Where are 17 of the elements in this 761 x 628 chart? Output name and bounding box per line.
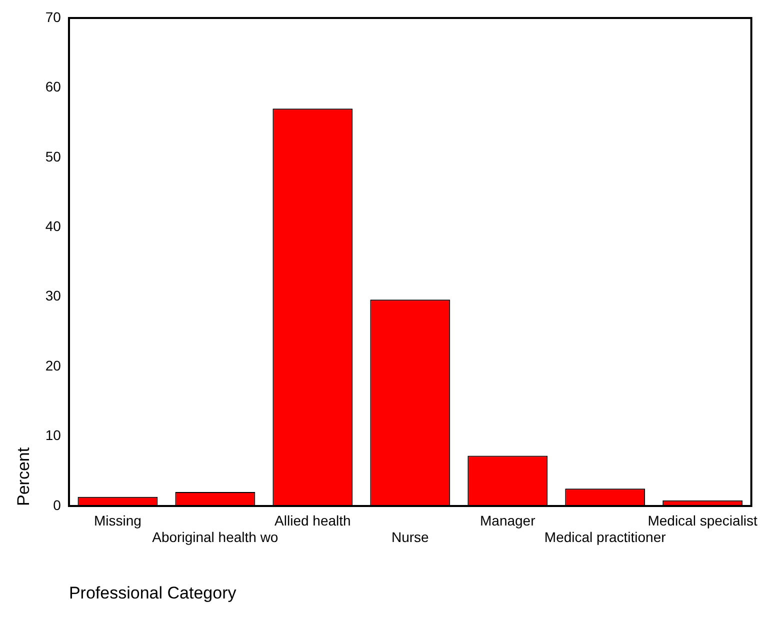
x-tick-label: Nurse — [391, 529, 430, 546]
x-tick-label: Aboriginal health wo — [152, 529, 278, 546]
y-tick-label: 0 — [53, 496, 62, 513]
x-tick-label: Medical specialist — [648, 512, 758, 528]
y-tick-label: 20 — [45, 357, 62, 374]
x-tick-label: Manager — [480, 512, 536, 528]
y-tick-label: 30 — [45, 288, 62, 304]
x-tick-label: Medical practitioner — [544, 529, 666, 546]
x-axis-title: Professional Category — [68, 583, 237, 602]
y-tick-label: 40 — [45, 218, 62, 234]
y-tick-label: 70 — [45, 8, 62, 25]
y-tick-label: 50 — [45, 148, 62, 164]
y-tick-label: 60 — [45, 78, 62, 95]
x-tick-label: Missing — [94, 512, 142, 528]
y-axis-title: Percent — [14, 447, 33, 506]
x-tick-label: Allied health — [274, 512, 351, 528]
y-tick-label: 10 — [45, 427, 62, 444]
